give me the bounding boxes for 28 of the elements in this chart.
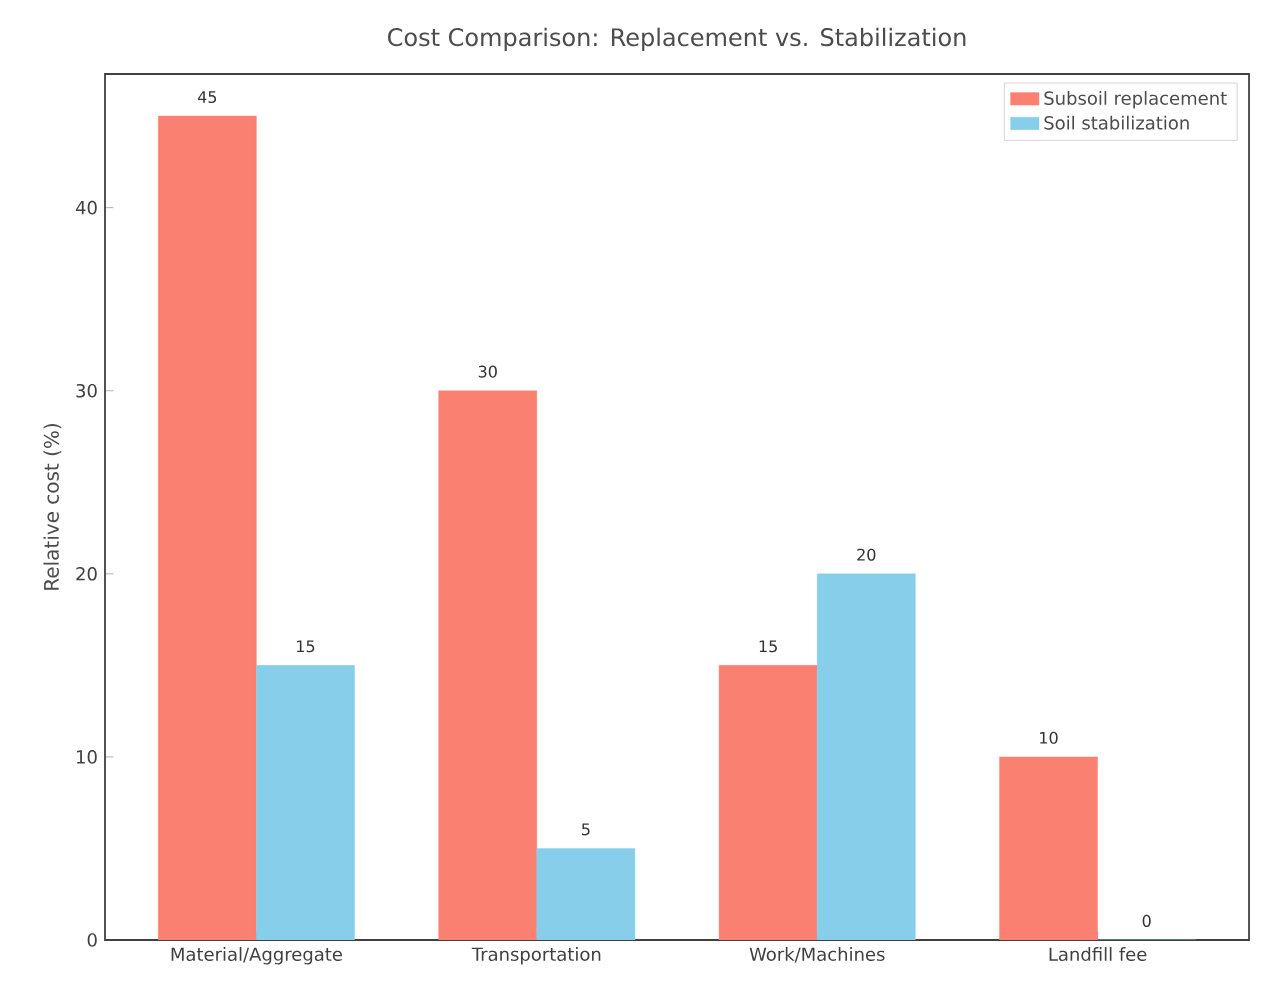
x-tick-label: Material/Aggregate — [171, 947, 342, 965]
legend-label: Subsoil replacement — [1044, 91, 1227, 109]
data-label: 20 — [857, 548, 876, 561]
legend-label: Soil stabilization — [1044, 115, 1189, 130]
y-tick-label: 20 — [76, 567, 97, 581]
data-label: 15 — [297, 640, 315, 653]
y-tick-label: 0 — [87, 933, 97, 947]
x-tick-label: Work/Machines — [749, 947, 885, 963]
y-axis-title: Relative cost (%) — [43, 423, 62, 590]
chart-title: Cost Comparison: Replacement vs. Stabilization — [388, 27, 966, 51]
bar — [158, 115, 257, 940]
bar — [256, 665, 355, 940]
y-tick-label: 10 — [77, 750, 97, 764]
data-label: 0 — [1142, 914, 1151, 927]
bar — [438, 390, 538, 940]
bar — [536, 848, 636, 940]
y-tick-label: 30 — [76, 383, 97, 398]
x-tick-label: Transportation — [471, 947, 601, 965]
bar — [718, 665, 818, 940]
data-label: 5 — [582, 823, 590, 836]
data-label: 10 — [1040, 731, 1058, 744]
data-label: 30 — [478, 365, 497, 378]
bar — [999, 756, 1098, 940]
bar — [817, 573, 916, 940]
data-label: 15 — [759, 640, 777, 653]
x-tick-label: Landfill fee — [1049, 947, 1147, 961]
data-label: 45 — [197, 91, 217, 104]
y-tick-label: 40 — [75, 200, 97, 215]
